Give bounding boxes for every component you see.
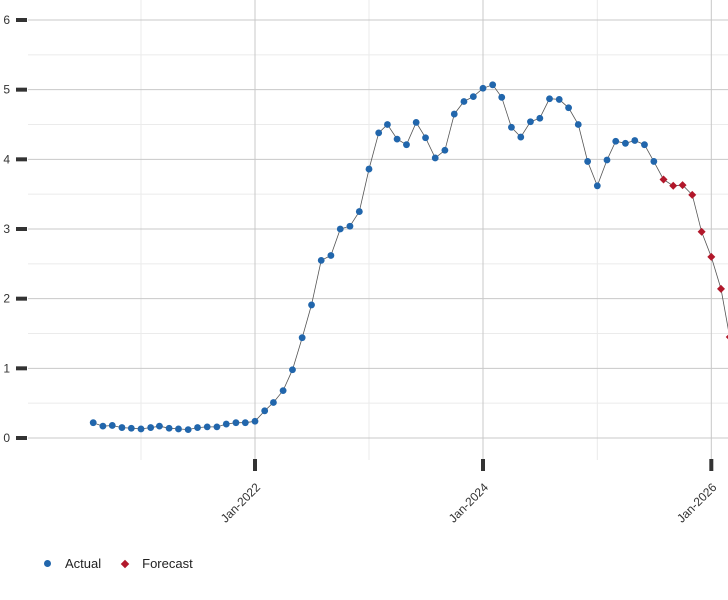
actual-point bbox=[251, 417, 259, 425]
actual-point bbox=[336, 225, 344, 233]
actual-point bbox=[184, 426, 192, 434]
actual-point bbox=[156, 422, 163, 430]
forecast-point bbox=[716, 284, 725, 293]
actual-point bbox=[450, 110, 458, 118]
forecast-point bbox=[688, 190, 697, 199]
actual-point bbox=[441, 146, 449, 154]
y-axis-ticks: 0 1 2 3 4 5 6 bbox=[3, 13, 27, 445]
actual-point bbox=[641, 141, 648, 149]
forecast-point bbox=[678, 181, 687, 190]
actual-point bbox=[489, 81, 497, 89]
x-tick-label: Jan-2022 bbox=[218, 480, 264, 526]
actual-point bbox=[469, 93, 477, 101]
actual-point bbox=[603, 156, 611, 164]
actual-point bbox=[327, 252, 335, 259]
legend-label-forecast: Forecast bbox=[142, 556, 193, 571]
actual-point bbox=[127, 424, 135, 432]
actual-point bbox=[574, 121, 582, 128]
actual-point bbox=[593, 182, 601, 190]
actual-point bbox=[536, 114, 544, 122]
actual-point bbox=[517, 133, 525, 141]
actual-point bbox=[355, 208, 363, 215]
actual-point bbox=[298, 334, 306, 342]
actual-point bbox=[555, 96, 563, 103]
y-tick-label: 5 bbox=[3, 83, 10, 97]
forecast-point bbox=[697, 227, 706, 236]
actual-point bbox=[508, 123, 515, 131]
actual-point bbox=[565, 104, 572, 112]
series-line bbox=[93, 84, 728, 431]
actual-point bbox=[118, 424, 126, 431]
legend-label-actual: Actual bbox=[65, 556, 102, 571]
actual-point bbox=[431, 154, 439, 162]
actual-point bbox=[137, 425, 145, 433]
x-axis-ticks: Jan-2022 Jan-2024 Jan-2026 bbox=[218, 459, 720, 526]
legend: Actual Forecast bbox=[44, 556, 213, 571]
actual-point bbox=[241, 419, 249, 427]
actual-point bbox=[270, 399, 277, 406]
actual-point bbox=[412, 119, 420, 126]
actual-point bbox=[261, 407, 269, 415]
series-lines bbox=[93, 84, 728, 431]
legend-item-forecast: Forecast bbox=[120, 556, 193, 571]
actual-point bbox=[346, 222, 354, 230]
actual-point bbox=[308, 301, 315, 309]
actual-point bbox=[194, 424, 201, 431]
actual-point bbox=[232, 419, 240, 427]
legend-item-actual: Actual bbox=[44, 556, 101, 571]
actual-point bbox=[203, 423, 211, 431]
actual-point bbox=[631, 137, 639, 144]
forecast-point bbox=[707, 252, 716, 261]
actual-point bbox=[289, 366, 296, 374]
major-gridlines bbox=[28, 0, 728, 460]
actual-point bbox=[279, 387, 287, 395]
actual-point bbox=[165, 424, 173, 432]
y-tick-label: 1 bbox=[3, 361, 10, 375]
actual-point bbox=[650, 158, 658, 165]
actual-point bbox=[108, 422, 116, 429]
forecast-point bbox=[659, 175, 668, 184]
actual-point bbox=[147, 424, 155, 431]
actual-point bbox=[622, 139, 629, 147]
actual-point bbox=[479, 84, 487, 92]
actual-point bbox=[403, 141, 410, 149]
y-tick-label: 3 bbox=[3, 222, 10, 236]
actual-point bbox=[498, 93, 506, 101]
forecast-point bbox=[669, 181, 678, 190]
actual-point bbox=[546, 95, 553, 103]
actual-point bbox=[213, 423, 221, 431]
actual-point bbox=[375, 129, 383, 137]
actual-point bbox=[222, 420, 230, 428]
y-tick-label: 2 bbox=[3, 292, 10, 306]
actual-point bbox=[89, 419, 97, 427]
actual-point bbox=[365, 165, 373, 173]
actual-point bbox=[175, 425, 182, 433]
actual-point bbox=[99, 422, 107, 430]
actual-point bbox=[584, 158, 592, 165]
actual-point bbox=[422, 134, 429, 142]
actual-point bbox=[460, 98, 468, 105]
y-tick-label: 4 bbox=[3, 152, 10, 166]
y-tick-label: 0 bbox=[3, 431, 10, 445]
x-tick-label: Jan-2026 bbox=[674, 480, 720, 526]
actual-point bbox=[527, 118, 534, 126]
y-tick-label: 6 bbox=[3, 13, 10, 27]
forecast-point bbox=[725, 334, 728, 340]
minor-gridlines bbox=[28, 0, 728, 460]
actual-point bbox=[384, 121, 391, 128]
x-tick-label: Jan-2024 bbox=[446, 480, 492, 526]
actual-point bbox=[612, 137, 620, 145]
legend-diamond-icon bbox=[120, 559, 130, 568]
actual-point bbox=[317, 256, 325, 264]
legend-circle-icon bbox=[44, 560, 51, 567]
series-points bbox=[89, 81, 728, 434]
actual-point bbox=[393, 135, 401, 143]
